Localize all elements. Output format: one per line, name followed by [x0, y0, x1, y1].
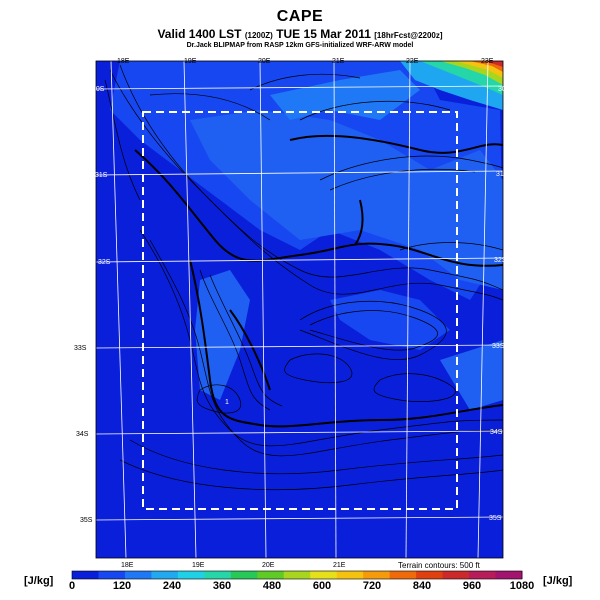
map-border — [95, 60, 504, 559]
lat-label-right: 35S — [489, 515, 502, 522]
colorbar-swatch — [204, 571, 232, 579]
terrain-contours — [104, 64, 503, 491]
lat-label-left: 32S — [98, 259, 111, 266]
lon-label-bottom: 18E — [121, 562, 134, 569]
valid-time: Valid 1400 LST — [157, 27, 242, 41]
colorbar-swatch — [363, 571, 391, 579]
colorbar-tick-label: 240 — [162, 580, 182, 592]
colorbar-swatch — [310, 571, 338, 579]
forecast-info: [18hrFcst@2200z] — [374, 31, 443, 40]
chart-title: CAPE — [276, 8, 324, 25]
coastline — [134, 134, 503, 428]
cape-zone-ne-6 — [485, 61, 503, 67]
lon-label-bottom: 20E — [262, 562, 275, 569]
lon-label-bottom: 19E — [192, 562, 205, 569]
lon-label-top: 22E — [406, 58, 419, 65]
utc-time: (1200Z) — [244, 31, 273, 40]
colorbar-tick-label: 0 — [68, 580, 76, 592]
colorbar-border — [71, 570, 523, 580]
colorbar-swatch — [495, 571, 523, 579]
lat-label-right: 31S — [496, 171, 509, 178]
colorbar-swatch — [416, 571, 444, 579]
model-credit: Dr.Jack BLIPMAP from RASP 12km GFS-initi… — [186, 42, 414, 49]
colorbar-swatch — [283, 571, 311, 579]
latlon-grid — [95, 60, 504, 559]
lat-label-left: 34S — [76, 431, 89, 438]
colorbar — [71, 570, 523, 580]
cape-zone-south — [330, 290, 450, 350]
terrain-contour-note: Terrain contours: 500 ft — [398, 561, 480, 570]
lon-label-bottom: 21E — [333, 562, 346, 569]
cape-field — [96, 61, 503, 558]
lat-label-right: 34S — [490, 429, 503, 436]
colorbar-unit-right: [J/kg] — [543, 575, 573, 587]
cape-zone-east — [440, 340, 503, 410]
lat-label-left: 30S — [92, 86, 105, 93]
lat-label-right: 30S — [498, 86, 511, 93]
colorbar-tick-label: 360 — [212, 580, 232, 592]
colorbar-tick-label: 480 — [262, 580, 282, 592]
lat-label-right: 32S — [494, 257, 507, 264]
colorbar-swatch — [177, 571, 205, 579]
lon-label-top: 18E — [117, 58, 130, 65]
colorbar-swatch — [389, 571, 417, 579]
lat-label-left: 33S — [74, 345, 87, 352]
colorbar-tick-label: 720 — [362, 580, 382, 592]
lat-label-right: 33S — [492, 343, 505, 350]
cape-zone-north — [270, 70, 420, 120]
colorbar-tick-label: 1080 — [509, 580, 535, 592]
inner-domain-box — [142, 111, 458, 510]
lon-labels-top: 18E 19E 20E 21E 22E 23E — [117, 58, 494, 65]
lon-labels-bottom: 18E 19E 20E 21E — [121, 562, 346, 569]
colorbar-swatch — [98, 571, 126, 579]
colorbar-swatch — [257, 571, 285, 579]
lat-labels-left: 30S 31S 32S 33S 34S 35S — [74, 86, 111, 524]
lon-label-top: 23E — [481, 58, 494, 65]
colorbar-swatch — [469, 571, 497, 579]
lat-labels-right: 30S 31S 32S 33S 34S 35S — [489, 86, 511, 522]
lon-label-top: 19E — [184, 58, 197, 65]
chart-subtitle: Valid 1400 LST (1200Z) TUE 15 Mar 2011 [… — [0, 27, 600, 41]
colorbar-tick-label: 600 — [312, 580, 332, 592]
colorbar-tick-label: 840 — [412, 580, 432, 592]
colorbar-tick-label: 120 — [112, 580, 132, 592]
lon-label-top: 20E — [258, 58, 271, 65]
lat-label-left: 35S — [80, 517, 93, 524]
colorbar-tick-label: 960 — [462, 580, 482, 592]
colorbar-swatch — [336, 571, 364, 579]
colorbar-swatch — [442, 571, 470, 579]
colorbar-unit-left: [J/kg] — [24, 575, 54, 587]
colorbar-swatch — [124, 571, 152, 579]
colorbar-swatch — [151, 571, 179, 579]
colorbar-swatch — [230, 571, 258, 579]
site-marker: 1 — [225, 399, 229, 406]
valid-date: TUE 15 Mar 2011 — [276, 27, 371, 41]
lon-label-top: 21E — [332, 58, 345, 65]
cape-zone-mid — [190, 110, 503, 290]
colorbar-swatch — [72, 571, 99, 579]
lat-label-left: 31S — [95, 172, 108, 179]
